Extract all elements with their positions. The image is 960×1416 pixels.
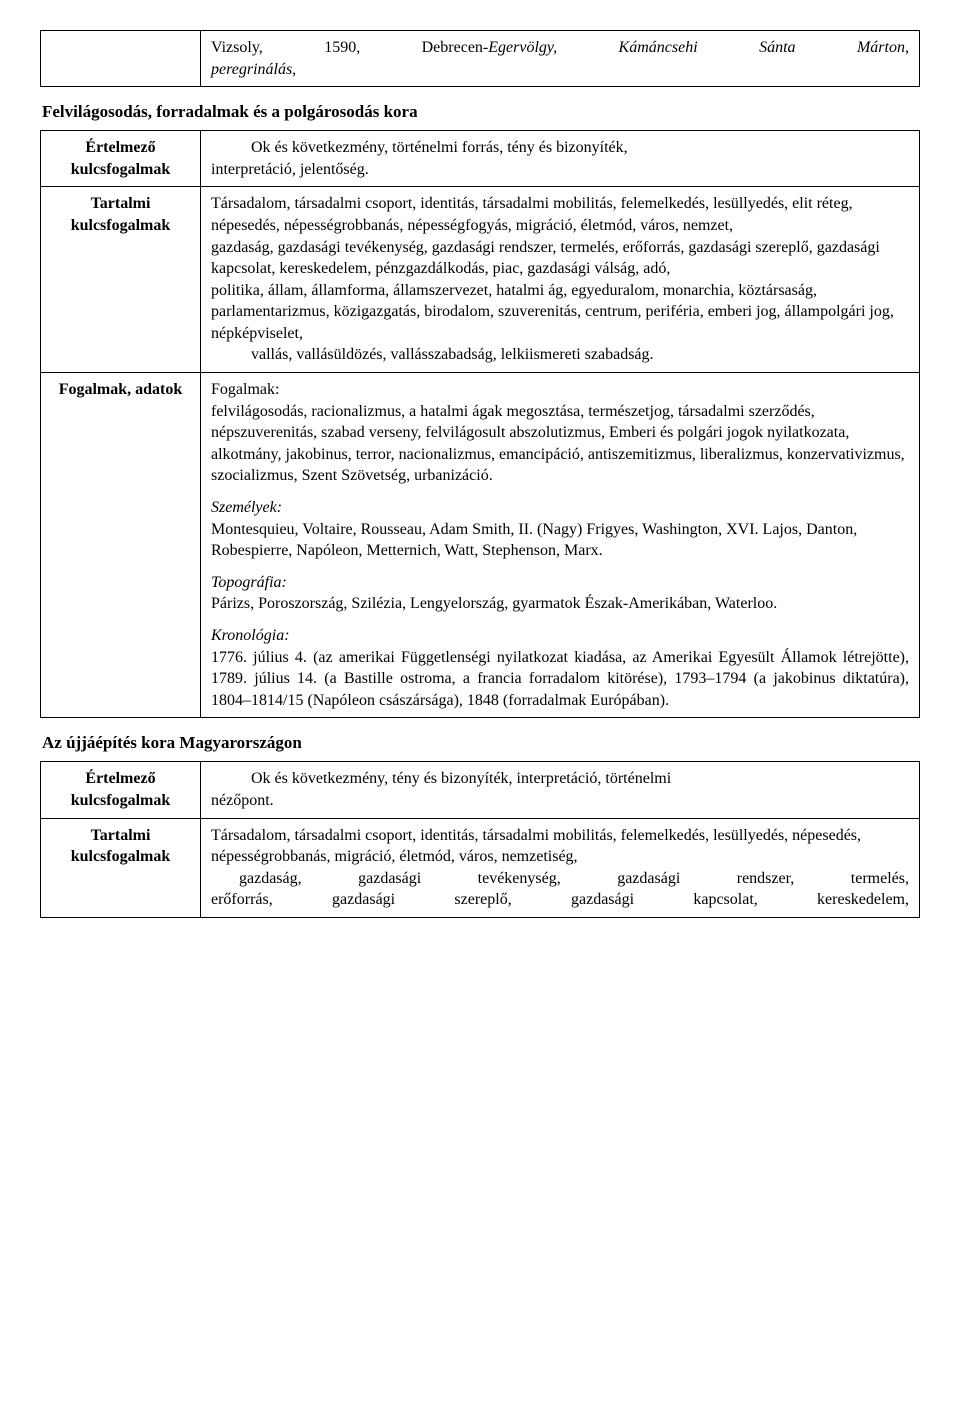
w1: Vizsoly,	[211, 37, 263, 59]
s1-row2-p2: gazdaság, gazdasági tevékenység, gazdasá…	[211, 237, 909, 280]
s1-row1-content: Ok és következmény, történelmi forrás, t…	[201, 131, 920, 187]
w: erőforrás,	[211, 889, 273, 911]
s1-row2-p1: Társadalom, társadalmi csoport, identitá…	[211, 193, 909, 236]
w: rendszer,	[737, 868, 795, 890]
s2-row1-prefix: Ok és következmény, tény és bizonyíték, …	[211, 770, 671, 787]
kronologia-block: Kronológia: 1776. július 4. (az amerikai…	[211, 625, 909, 711]
top-line2: peregrinálás,	[211, 59, 909, 81]
document-page: Vizsoly, 1590, Debrecen-Egervölgy, Kámán…	[40, 30, 920, 918]
w: gazdasági	[332, 889, 395, 911]
w: kapcsolat,	[693, 889, 757, 911]
fogalmak-body: felvilágosodás, racionalizmus, a hatalmi…	[211, 403, 905, 485]
s1-row1-prefix: Ok és következmény, történelmi forrás, t…	[211, 139, 628, 156]
section1-heading: Felvilágosodás, forradalmak és a polgáro…	[42, 101, 920, 124]
top-empty-label	[41, 31, 201, 87]
section2-table: Értelmező kulcsfogalmak Ok és következmé…	[40, 761, 920, 918]
s1-row1-rest: interpretáció, jelentőség.	[211, 161, 369, 178]
section2-heading: Az újjáépítés kora Magyarországon	[42, 732, 920, 755]
s2-row2-label: Tartalmi kulcsfogalmak	[41, 818, 201, 917]
fogalmak-block: Fogalmak: felvilágosodás, racionalizmus,…	[211, 379, 909, 487]
s1-row1-label: Értelmező kulcsfogalmak	[41, 131, 201, 187]
s2-row2-p1: Társadalom, társadalmi csoport, identitá…	[211, 825, 909, 868]
s2-row2-content: Társadalom, társadalmi csoport, identitá…	[201, 818, 920, 917]
s1-row2-p3: politika, állam, államforma, államszerve…	[211, 280, 909, 345]
s1-row3-label: Fogalmak, adatok	[41, 373, 201, 718]
fogalmak-h: Fogalmak:	[211, 381, 279, 398]
w: tevékenység,	[478, 868, 561, 890]
w4: Kámáncsehi	[619, 37, 698, 59]
section1-table: Értelmező kulcsfogalmak Ok és következmé…	[40, 130, 920, 718]
w5: Sánta	[759, 37, 795, 59]
s1-row2-p4: vallás, vallásüldözés, vallásszabadság, …	[211, 344, 909, 366]
w6: Márton,	[857, 37, 909, 59]
top-line1: Vizsoly, 1590, Debrecen-Egervölgy, Kámán…	[211, 37, 909, 59]
s1-row3-content: Fogalmak: felvilágosodás, racionalizmus,…	[201, 373, 920, 718]
top-content-cell: Vizsoly, 1590, Debrecen-Egervölgy, Kámán…	[201, 31, 920, 87]
s1-row2-content: Társadalom, társadalmi csoport, identitá…	[201, 187, 920, 373]
w: gazdasági	[358, 868, 421, 890]
kronologia-body: 1776. július 4. (az amerikai Függetlensé…	[211, 649, 909, 709]
s1-row2-label: Tartalmi kulcsfogalmak	[41, 187, 201, 373]
kronologia-h: Kronológia:	[211, 627, 290, 644]
w2: 1590,	[324, 37, 360, 59]
w: gazdasági	[617, 868, 680, 890]
s2-row1-label: Értelmező kulcsfogalmak	[41, 762, 201, 818]
top-fragment-table: Vizsoly, 1590, Debrecen-Egervölgy, Kámán…	[40, 30, 920, 87]
topografia-block: Topográfia: Párizs, Poroszország, Sziléz…	[211, 572, 909, 615]
szemelyek-block: Személyek: Montesquieu, Voltaire, Rousse…	[211, 497, 909, 562]
w3: Debrecen-Egervölgy,	[422, 37, 558, 59]
s2-row1-content: Ok és következmény, tény és bizonyíték, …	[201, 762, 920, 818]
w: szereplő,	[454, 889, 511, 911]
w: gazdaság,	[239, 868, 302, 890]
w: gazdasági	[571, 889, 634, 911]
szemelyek-h: Személyek:	[211, 499, 282, 516]
szemelyek-body: Montesquieu, Voltaire, Rousseau, Adam Sm…	[211, 521, 857, 560]
w: termelés,	[851, 868, 909, 890]
topografia-h: Topográfia:	[211, 574, 287, 591]
s2-row1-rest: nézőpont.	[211, 792, 274, 809]
w: kereskedelem,	[817, 889, 909, 911]
s2-row2-p2l2: erőforrás, gazdasági szereplő, gazdasági…	[211, 889, 909, 911]
topografia-body: Párizs, Poroszország, Szilézia, Lengyelo…	[211, 595, 777, 612]
s2-row2-p2l1: gazdaság, gazdasági tevékenység, gazdasá…	[211, 868, 909, 890]
